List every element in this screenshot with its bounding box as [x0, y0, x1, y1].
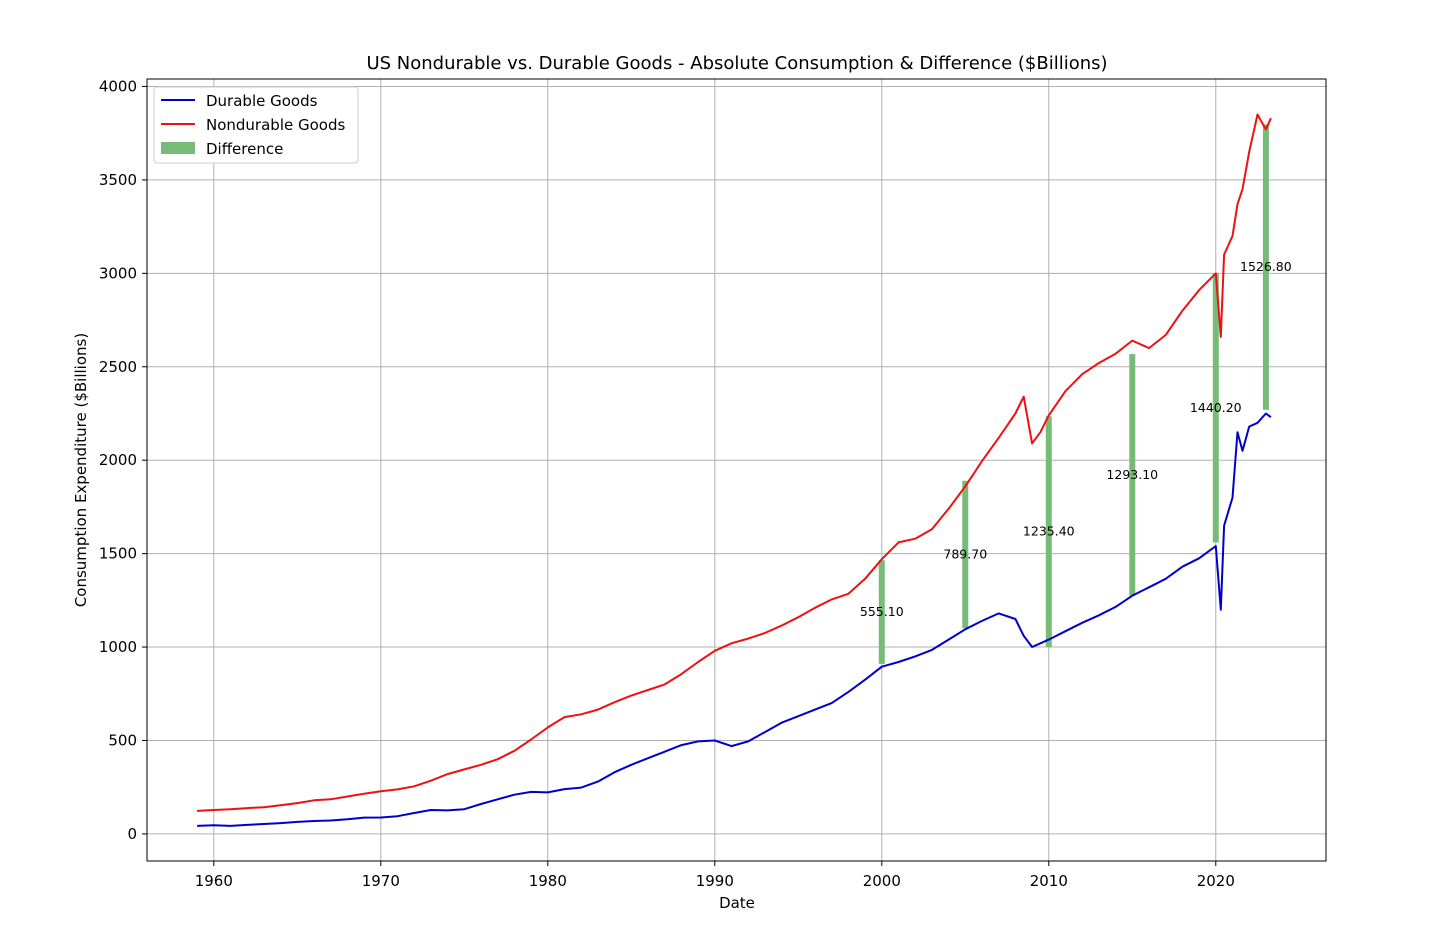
legend-label-difference: Difference	[206, 140, 283, 158]
x-tick-label: 1990	[696, 872, 734, 890]
x-tick-label: 1980	[529, 872, 567, 890]
y-tick-label: 3000	[99, 264, 137, 282]
y-tick-label: 1000	[99, 638, 137, 656]
plot-frame	[146, 78, 1327, 862]
y-tick-label: 2000	[99, 451, 137, 469]
chart-title: US Nondurable vs. Durable Goods - Absolu…	[366, 53, 1107, 74]
difference-bar	[1262, 124, 1269, 410]
x-axis-label: Date	[719, 894, 755, 912]
difference-bar	[962, 480, 969, 629]
difference-label: 1235.40	[1023, 524, 1075, 539]
difference-label: 789.70	[943, 547, 987, 562]
nondurable-goods-line	[197, 113, 1272, 812]
difference-label: 1293.10	[1106, 467, 1158, 482]
y-tick-label: 2500	[99, 358, 137, 376]
difference-label: 1440.20	[1190, 400, 1242, 415]
y-tick-label: 0	[127, 825, 137, 843]
y-axis-label: Consumption Expenditure ($Billions)	[72, 333, 90, 607]
y-tick-label: 1500	[99, 545, 137, 563]
x-tick-label: 2010	[1030, 872, 1068, 890]
axis-ticks: 1960 1970 1980 1990 2000 2010 2020 0 500 1000 1500…	[99, 77, 1235, 890]
legend: Durable Goods Nondurable Goods Differenc…	[153, 86, 359, 164]
difference-annotations: 555.10 789.70 1235.40 1293.10 1440.20 1526.80	[860, 259, 1292, 619]
x-tick-label: 2020	[1197, 872, 1235, 890]
difference-bars	[878, 124, 1269, 664]
difference-label: 1526.80	[1240, 259, 1292, 274]
y-tick-label: 3500	[99, 171, 137, 189]
legend-box	[153, 86, 359, 164]
legend-swatch-difference	[161, 142, 195, 154]
difference-bar	[1212, 273, 1219, 543]
series-lines	[197, 113, 1272, 827]
difference-label: 555.10	[860, 604, 904, 619]
difference-bar	[1129, 354, 1136, 596]
x-tick-label: 2000	[863, 872, 901, 890]
x-tick-label: 1960	[195, 872, 233, 890]
legend-label-nondurable: Nondurable Goods	[206, 116, 345, 134]
legend-label-durable: Durable Goods	[206, 92, 318, 110]
y-tick-label: 4000	[99, 77, 137, 95]
durable-goods-line	[197, 412, 1272, 827]
x-tick-label: 1970	[362, 872, 400, 890]
difference-bar	[878, 560, 885, 664]
difference-bar	[1045, 416, 1052, 648]
y-tick-label: 500	[108, 731, 137, 749]
